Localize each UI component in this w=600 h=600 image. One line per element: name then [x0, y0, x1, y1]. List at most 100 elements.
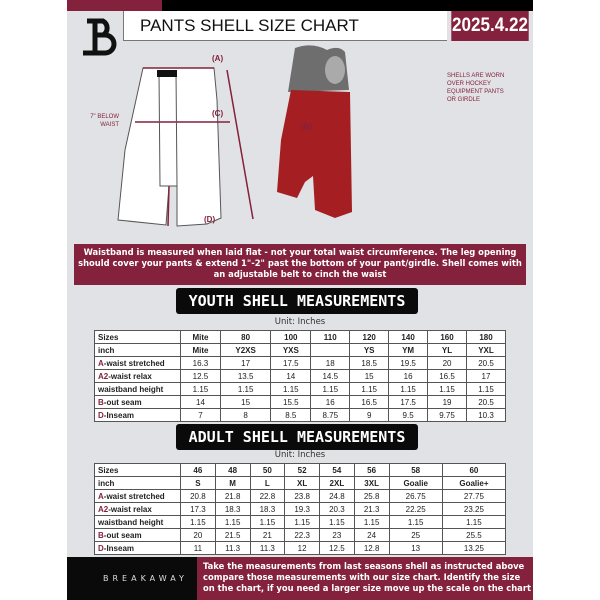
- row-label: waistband height: [94, 382, 181, 396]
- table-cell: 1.15: [180, 382, 221, 396]
- top-bar: [67, 0, 533, 11]
- measure-label: -out seam: [103, 397, 142, 407]
- table-cell: 15: [219, 395, 272, 409]
- table-cell: 100: [270, 330, 312, 344]
- measure-label: Sizes: [98, 332, 119, 342]
- table-cell: [310, 343, 351, 357]
- table-cell: YM: [388, 343, 429, 357]
- table-cell: 1.15: [249, 515, 286, 529]
- table-cell: 25.5: [441, 528, 507, 542]
- row-label: waistband height: [94, 515, 181, 529]
- row-label: B-out seam: [94, 528, 181, 542]
- table-cell: 20: [180, 528, 216, 542]
- table-cell: 24.8: [319, 489, 355, 503]
- table-cell: 18.3: [214, 502, 251, 516]
- table-cell: M: [214, 476, 251, 490]
- table-cell: 14: [180, 395, 221, 409]
- table-cell: 15: [349, 369, 390, 383]
- measure-label: inch: [98, 345, 115, 355]
- table-cell: 12.8: [353, 541, 390, 555]
- table-cell: 140: [388, 330, 429, 344]
- table-cell: 13.25: [441, 541, 507, 555]
- table-cell: 23.8: [284, 489, 320, 503]
- table-cell: Goalie+: [441, 476, 507, 490]
- table-cell: 8: [219, 408, 272, 422]
- table-cell: 1.15: [310, 382, 351, 396]
- table-cell: 11.3: [249, 541, 286, 555]
- table-cell: 22.25: [388, 502, 443, 516]
- table-cell: 50: [249, 463, 286, 477]
- table-cell: 2XL: [319, 476, 355, 490]
- measure-key: B: [98, 530, 104, 540]
- table-cell: Mite: [180, 343, 221, 357]
- table-row: inch S M L XL 2XL 3XL Goalie Goalie+: [94, 476, 507, 490]
- row-label: Sizes: [94, 330, 181, 344]
- row-label: Sizes: [94, 463, 181, 477]
- table-cell: Goalie: [388, 476, 443, 490]
- table-cell: 20: [427, 356, 467, 370]
- table-cell: 13: [388, 541, 443, 555]
- row-label: D-Inseam: [94, 408, 181, 422]
- table-cell: 20.3: [319, 502, 355, 516]
- table-cell: 1.15: [388, 382, 429, 396]
- below-waist-note: 7" BELOW WAIST: [90, 114, 119, 128]
- adult-size-table: Sizes 46 48 50 52 54 56 58 60 inch S M L XL 2XL 3XL Goal…: [94, 463, 507, 555]
- table-cell: 11: [180, 541, 216, 555]
- table-cell: 1.15: [270, 382, 312, 396]
- table-cell: 9.75: [427, 408, 467, 422]
- measurement-note-banner: Waistband is measured when laid flat - n…: [74, 244, 526, 285]
- footer-instructions: Take the measurements from last seasons …: [197, 557, 533, 600]
- table-cell: 12.5: [319, 541, 355, 555]
- measure-label: -out seam: [103, 530, 142, 540]
- table-cell: 1.15: [214, 515, 251, 529]
- table-cell: 1.15: [349, 382, 390, 396]
- table-row: waistband height 1.15 1.15 1.15 1.15 1.15 1.15…: [94, 382, 507, 396]
- table-cell: 25: [388, 528, 443, 542]
- table-row: inch Mite Y2XS YXS YS YM YL YXL: [94, 343, 507, 357]
- table-cell: 1.15: [441, 515, 507, 529]
- label-d: (D): [204, 215, 216, 224]
- measure-key: A2: [98, 371, 109, 381]
- table-cell: 26.75: [388, 489, 443, 503]
- measure-key: D: [98, 543, 104, 553]
- row-label: A-waist stretched: [94, 356, 181, 370]
- table-cell: 1.15: [180, 515, 216, 529]
- table-cell: 22.3: [284, 528, 320, 542]
- table-cell: Y2XS: [219, 343, 272, 357]
- measure-label: waistband height: [98, 517, 164, 527]
- table-cell: 54: [319, 463, 355, 477]
- table-cell: 1.15: [219, 382, 272, 396]
- table-cell: 1.15: [465, 382, 507, 396]
- table-cell: 9.5: [388, 408, 429, 422]
- table-cell: 160: [427, 330, 467, 344]
- table-cell: 17.5: [388, 395, 429, 409]
- table-cell: 7: [180, 408, 221, 422]
- table-row: Sizes Mite 80 100 110 120 140 160 180: [94, 330, 507, 344]
- table-row: D-Inseam 11 11.3 11.3 12 12.5 12.8 13 13.25: [94, 541, 507, 555]
- table-cell: 16.5: [349, 395, 390, 409]
- table-cell: S: [180, 476, 216, 490]
- measure-label: -Inseam: [103, 410, 135, 420]
- table-cell: 19.5: [388, 356, 429, 370]
- table-cell: 17.5: [270, 356, 312, 370]
- table-cell: 9: [349, 408, 390, 422]
- table-cell: 17: [219, 356, 272, 370]
- table-cell: 25.8: [353, 489, 390, 503]
- worn-note: SHELLS ARE WORN OVER HOCKEY EQUIPMENT PA…: [447, 73, 505, 103]
- table-cell: 16.5: [427, 369, 467, 383]
- date-badge: 2025.4.22: [451, 11, 529, 41]
- table-cell: Mite: [180, 330, 221, 344]
- measure-label: Sizes: [98, 465, 119, 475]
- row-label: D-Inseam: [94, 541, 181, 555]
- table-cell: 1.15: [388, 515, 443, 529]
- table-cell: 20.8: [180, 489, 216, 503]
- breakaway-logo: [83, 18, 117, 56]
- table-cell: 14.5: [310, 369, 351, 383]
- table-row: waistband height 1.15 1.15 1.15 1.15 1.15 1.15…: [94, 515, 507, 529]
- table-cell: 8.75: [310, 408, 351, 422]
- measure-key: A: [98, 358, 104, 368]
- table-cell: 8.5: [270, 408, 312, 422]
- measure-label: -waist relax: [108, 371, 152, 381]
- row-label: B-out seam: [94, 395, 181, 409]
- table-cell: 16: [388, 369, 429, 383]
